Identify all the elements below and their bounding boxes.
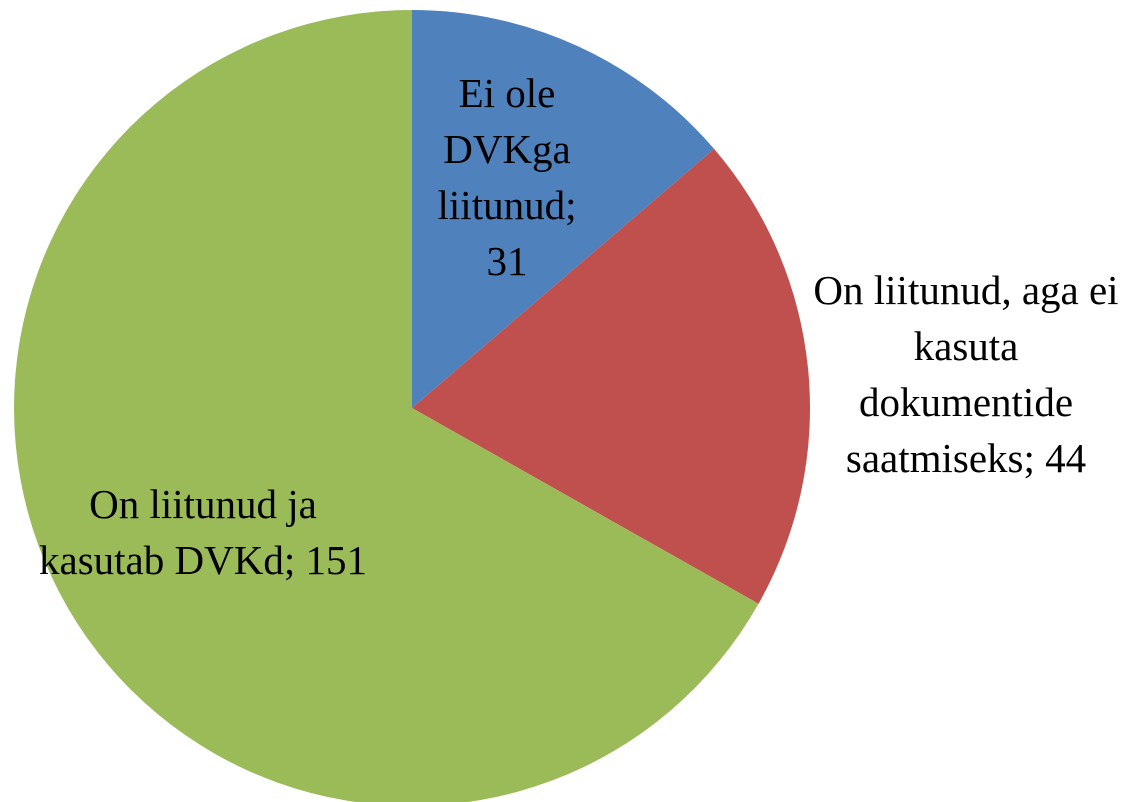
data-label: Ei ole DVKga liitunud; 31 [437,70,577,284]
pie-slice [412,148,810,604]
data-label: On liitunud, aga ei kasuta dokumentide s… [813,267,1119,481]
data-label: On liitunud ja kasutab DVKd; 151 [39,481,367,583]
pie-slice [14,10,759,802]
pie-slice [412,10,715,408]
